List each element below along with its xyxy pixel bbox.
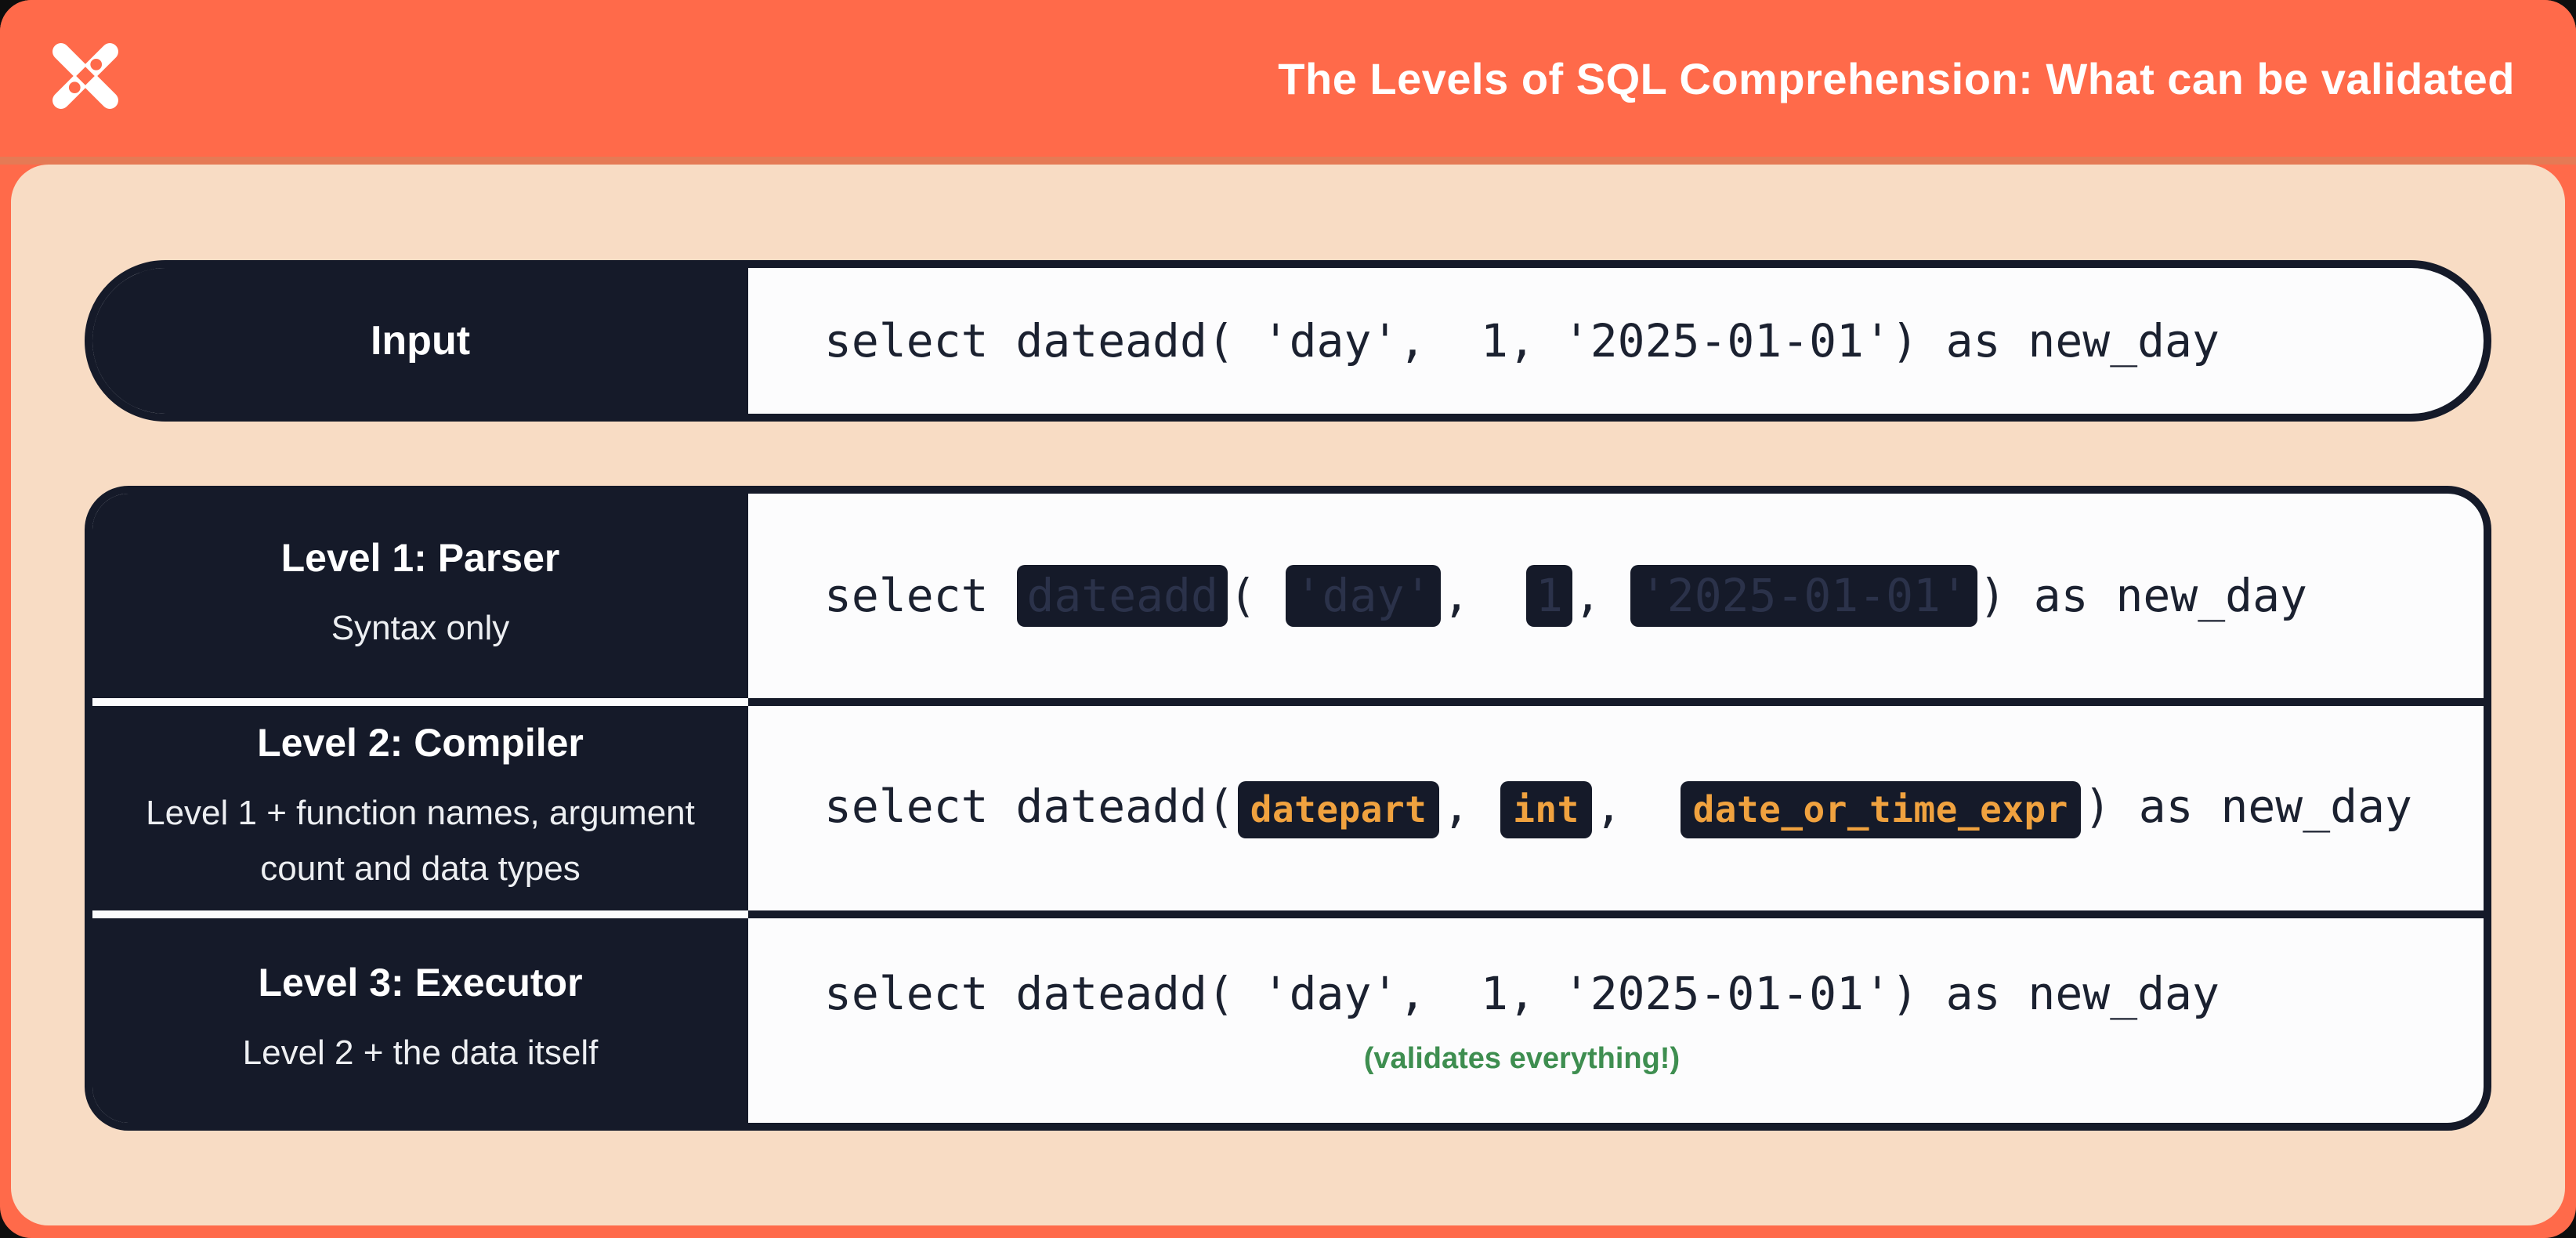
level-title: Level 2: Compiler	[257, 721, 584, 766]
level-label-cell: Level 2: Compiler Level 1 + function name…	[92, 706, 748, 910]
body-panel: Input select dateadd( 'day', 1, '2025-01…	[11, 165, 2565, 1225]
code-line: select dateadd( 'day', 1, '2025-01-01') …	[824, 565, 2307, 627]
input-code-cell: select dateadd( 'day', 1, '2025-01-01') …	[748, 268, 2484, 414]
row-divider	[92, 910, 2484, 918]
dbt-logo-icon	[52, 43, 118, 109]
level-subtitle: Level 2 + the data itself	[242, 1033, 599, 1073]
code-group: select dateadd( 'day', 1, '2025-01-01') …	[824, 565, 2307, 627]
level-subtitle: Syntax only	[331, 609, 510, 648]
type-token-chip: int	[1500, 780, 1592, 839]
code-group: select dateadd( 'day', 1, '2025-01-01') …	[824, 965, 2220, 1077]
validates-everything-caption: (validates everything!)	[1363, 1042, 1681, 1076]
level-code-cell: select dateadd( 'day', 1, '2025-01-01') …	[748, 918, 2484, 1123]
level-title: Level 1: Parser	[280, 536, 560, 581]
input-row-label: Input	[92, 268, 748, 414]
divider-label-side	[92, 910, 748, 918]
type-token-chip: datepart	[1237, 780, 1440, 839]
level-label-cell: Level 3: Executor Level 2 + the data itse…	[92, 918, 748, 1123]
type-token-chip: date_or_time_expr	[1680, 780, 2081, 839]
redacted-chip: '2025-01-01'	[1630, 565, 1977, 627]
levels-block: Level 1: Parser Syntax only select dateadd…	[85, 486, 2491, 1131]
code-line: select dateadd( 'day', 1, '2025-01-01') …	[824, 966, 2220, 1020]
row-divider	[92, 698, 2484, 706]
redacted-chip: 'day'	[1285, 565, 1442, 627]
level-row: Level 3: Executor Level 2 + the data itse…	[92, 918, 2484, 1123]
divider-label-side	[92, 698, 748, 706]
level-label-cell: Level 1: Parser Syntax only	[92, 494, 748, 698]
level-row: Level 2: Compiler Level 1 + function name…	[92, 706, 2484, 910]
input-code-text: select dateadd( 'day', 1, '2025-01-01') …	[824, 313, 2220, 367]
divider-code-side	[748, 910, 2484, 918]
level-code-cell: select dateadd( 'day', 1, '2025-01-01') …	[748, 494, 2484, 698]
level-title: Level 3: Executor	[258, 961, 583, 1005]
code-group: select dateadd(datepart, int, date_or_ti…	[824, 778, 2412, 839]
header-bar: The Levels of SQL Comprehension: What ca…	[0, 0, 2576, 157]
level-subtitle: Level 1 + function names, argument count …	[146, 794, 695, 888]
redacted-chip: 1	[1526, 565, 1573, 627]
code-line: select dateadd(datepart, int, date_or_ti…	[824, 778, 2412, 839]
redacted-chip: dateadd	[1017, 565, 1228, 627]
level-code-cell: select dateadd(datepart, int, date_or_ti…	[748, 706, 2484, 910]
divider-code-side	[748, 698, 2484, 706]
header-shadow-band	[0, 157, 2576, 165]
page-title: The Levels of SQL Comprehension: What ca…	[1278, 53, 2515, 103]
level-row: Level 1: Parser Syntax only select dateadd…	[92, 494, 2484, 698]
input-row: Input select dateadd( 'day', 1, '2025-01…	[85, 260, 2491, 422]
